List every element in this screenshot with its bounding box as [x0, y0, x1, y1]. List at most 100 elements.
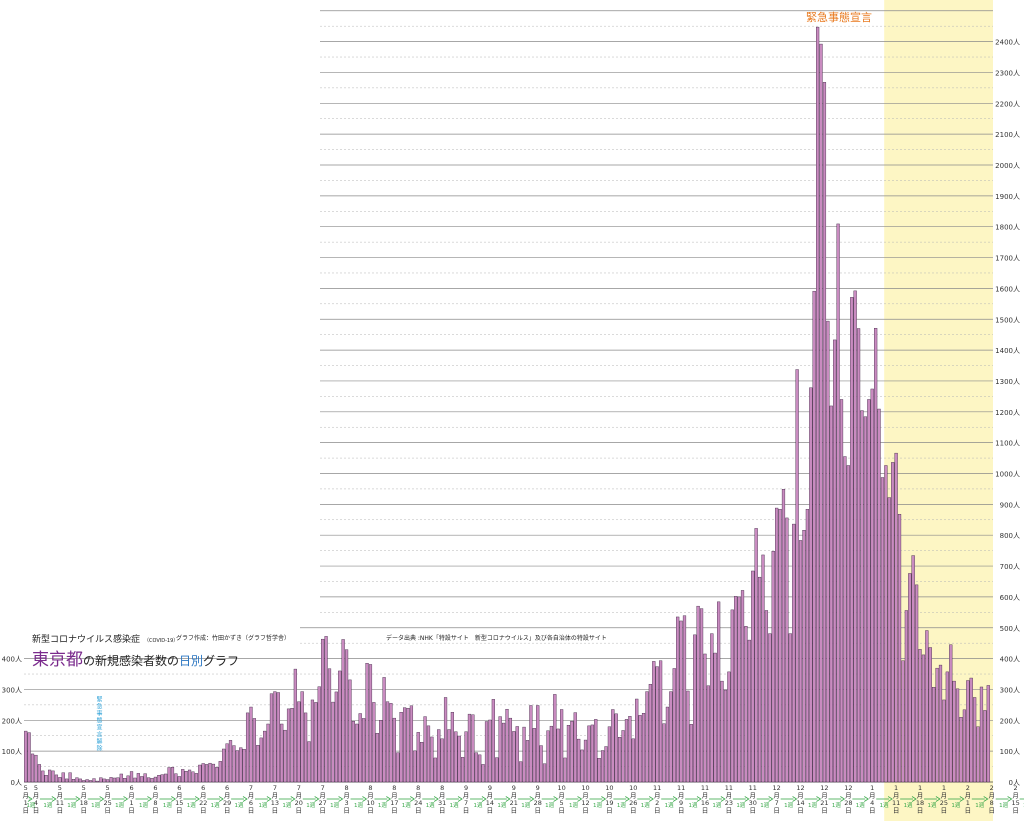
- x-tick-label: 日: [200, 807, 207, 815]
- x-tick-label: 1: [942, 784, 946, 792]
- x-tick-label: 10: [629, 784, 637, 792]
- title-disease: 新型コロナウイルス感染症: [32, 635, 141, 645]
- x-tick-label: 日: [917, 807, 924, 815]
- week-arrow-head: [983, 796, 989, 802]
- bar: [413, 750, 417, 783]
- week-arrow-head: [864, 796, 869, 802]
- bar: [566, 725, 571, 783]
- bar: [85, 779, 89, 783]
- bar: [136, 773, 140, 783]
- week-arrow-head: [314, 796, 320, 802]
- bar: [542, 763, 547, 783]
- bar: [170, 766, 175, 783]
- x-tick-label: 7: [775, 799, 779, 807]
- bar: [174, 773, 178, 783]
- bar: [385, 701, 390, 783]
- bar: [44, 775, 48, 783]
- bar: [973, 697, 977, 783]
- bar: [126, 775, 130, 783]
- bar: [754, 528, 758, 783]
- bar: [372, 702, 376, 783]
- y-tick-label: 1000人: [995, 471, 1020, 479]
- week-label: 1週: [593, 801, 602, 809]
- x-tick-label: 日: [439, 807, 446, 815]
- bar: [129, 771, 134, 783]
- bar: [908, 573, 912, 783]
- x-tick-label: 日: [726, 807, 733, 815]
- x-tick-label: 月: [272, 792, 279, 800]
- y-tick-label: 200人: [1000, 717, 1020, 725]
- bar: [34, 754, 38, 783]
- week-arrow-head: [386, 796, 392, 802]
- bar: [942, 699, 946, 783]
- bar: [375, 733, 379, 783]
- bar: [768, 633, 772, 783]
- x-tick-label: 12: [844, 784, 852, 792]
- bar: [402, 707, 407, 783]
- x-tick-label: 2: [1014, 784, 1018, 792]
- x-tick-label: 月: [200, 792, 207, 800]
- week-label: 1週: [545, 801, 554, 809]
- bar: [628, 716, 632, 783]
- bar: [304, 712, 308, 783]
- bar: [880, 477, 885, 783]
- bar: [508, 717, 513, 783]
- bar: [399, 712, 403, 783]
- x-tick-label: 日: [57, 807, 64, 815]
- week-arrow-head: [171, 796, 177, 802]
- bar: [331, 701, 335, 783]
- x-tick-label: 5: [560, 799, 564, 807]
- bar: [652, 661, 656, 783]
- x-tick-label: 月: [22, 792, 29, 800]
- x-tick-label: 12: [581, 799, 589, 807]
- x-tick-label: 月: [558, 792, 565, 800]
- bar: [805, 509, 809, 783]
- y-tick-label: 600人: [1000, 594, 1020, 602]
- bar: [430, 736, 434, 783]
- bar: [266, 723, 270, 783]
- x-tick-label: 日: [845, 807, 852, 815]
- bar: [706, 685, 710, 783]
- week-arrow-head: [194, 796, 200, 802]
- x-tick-label: 月: [415, 792, 422, 800]
- x-tick-label: 日: [463, 807, 470, 815]
- bar: [925, 630, 929, 783]
- week-label: 1週: [927, 801, 936, 809]
- chart-source: データ出典 :NHK「特設サイト 新型コロナウイルス」及び各自治体の特設サイト: [386, 635, 607, 642]
- x-tick-label: 日: [176, 807, 183, 815]
- bar: [464, 731, 468, 783]
- bar: [979, 686, 984, 783]
- bar: [106, 779, 110, 783]
- x-tick-label: 29: [223, 799, 231, 807]
- x-tick-label: 月: [797, 792, 804, 800]
- bar: [621, 730, 625, 783]
- week-arrow-head: [457, 796, 463, 802]
- bar: [570, 721, 574, 783]
- bar: [191, 771, 195, 783]
- x-tick-label: 月: [965, 792, 972, 800]
- week-label: 1週: [521, 801, 530, 809]
- bar: [389, 703, 393, 783]
- emergency-annotation: 緊急事態宣言: [806, 11, 872, 24]
- week-label: 1週: [67, 801, 76, 809]
- bar: [498, 716, 502, 783]
- bar: [396, 752, 400, 783]
- x-tick-label: 11: [701, 784, 709, 792]
- week-label: 1週: [211, 801, 220, 809]
- bar: [256, 745, 260, 783]
- bar: [935, 667, 939, 783]
- bar: [30, 753, 35, 783]
- x-tick-label: 6: [225, 784, 229, 792]
- x-tick-label: 日: [415, 807, 422, 815]
- week-label: 1週: [880, 801, 889, 809]
- week-label: 1週: [187, 801, 196, 809]
- bar: [802, 530, 806, 783]
- bar: [788, 633, 792, 783]
- bar: [283, 729, 287, 783]
- bar: [205, 764, 209, 783]
- bar: [314, 702, 318, 783]
- bar: [723, 689, 728, 783]
- x-tick-label: 日: [893, 807, 900, 815]
- bar: [146, 777, 151, 783]
